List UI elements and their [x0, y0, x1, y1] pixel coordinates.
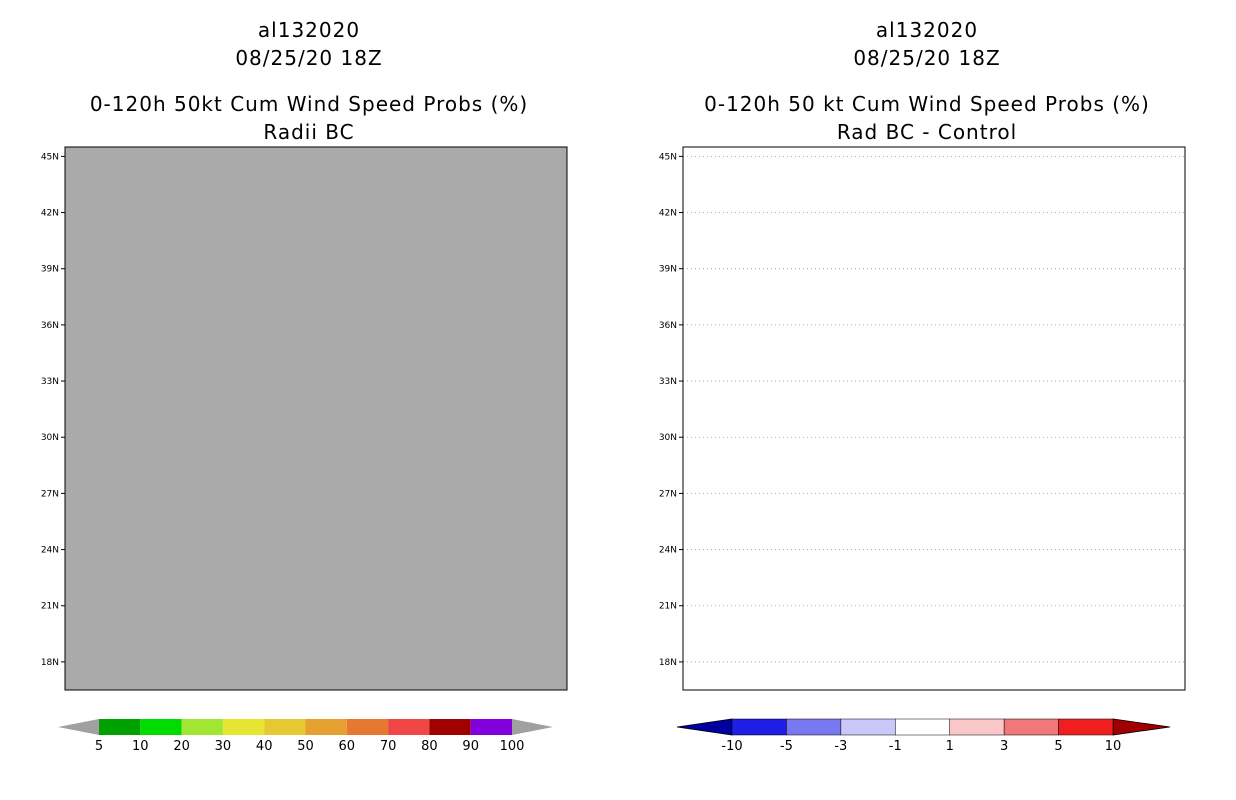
- colorbar-triangle-low: [58, 719, 99, 735]
- plot-title: 0-120h 50kt Cum Wind Speed Probs (%): [89, 92, 529, 116]
- colorbar-triangle-high: [1112, 718, 1171, 736]
- map-figure: 45N42N39N36N33N30N27N24N21N18N96W93W90W8…: [41, 146, 568, 754]
- colorbar-label: -10: [721, 739, 742, 754]
- colorbar: 5 10 20 30 40 50 60 70 80 90 100: [58, 719, 553, 754]
- lat-tick-label: 27N: [659, 489, 677, 499]
- plot-subtitle: Rad BC - Control: [836, 120, 1018, 144]
- lat-tick-label: 18N: [659, 658, 677, 668]
- lat-tick-label: 33N: [659, 377, 677, 387]
- datetime: 08/25/20 18Z: [235, 46, 383, 70]
- lat-tick-label: 45N: [41, 152, 59, 162]
- lat-tick-label: 39N: [659, 265, 677, 275]
- lat-tick-label: 24N: [41, 546, 59, 556]
- lat-tick-label: 36N: [659, 321, 677, 331]
- colorbar-label: -3: [834, 739, 847, 754]
- colorbar-swatch: [1003, 718, 1059, 736]
- storm-id: al132020: [257, 18, 361, 42]
- panel-rad-bc-control: al132020 08/25/20 18Z 0-120h 50 kt Cum W…: [618, 0, 1236, 800]
- colorbar-label: 10: [1105, 739, 1122, 754]
- colorbar-triangle-low: [676, 718, 733, 736]
- colorbar-swatch: [388, 719, 430, 735]
- colorbar-swatch: [264, 719, 306, 735]
- colorbar-swatch: [949, 718, 1005, 736]
- panel-radii-bc: al132020 08/25/20 18Z 0-120h 50kt Cum Wi…: [41, 18, 568, 754]
- colorbar-swatch: [1058, 718, 1114, 736]
- colorbar-label: 40: [256, 739, 273, 754]
- colorbar-swatch: [305, 719, 347, 735]
- lat-tick-label: 30N: [659, 433, 677, 443]
- map: 45N42N39N36N33N30N27N24N21N18N96W93W90W8…: [659, 146, 1186, 691]
- map-background: [683, 147, 1185, 690]
- lat-tick-label: 21N: [41, 602, 59, 612]
- lat-tick-label: 18N: [41, 658, 59, 668]
- lat-tick-label: 42N: [41, 209, 59, 219]
- lat-tick-label: 33N: [41, 377, 59, 387]
- colorbar-label: 70: [380, 739, 397, 754]
- map-frame: [682, 146, 1186, 691]
- colorbar-label: -5: [780, 739, 793, 754]
- map-frame: [64, 146, 568, 691]
- colorbar-label: 100: [500, 739, 525, 754]
- lat-tick-label: 36N: [41, 321, 59, 331]
- lat-tick-label: 21N: [659, 602, 677, 612]
- datetime: 08/25/20 18Z: [853, 46, 1001, 70]
- colorbar-swatch: [346, 719, 389, 735]
- colorbar-label: 30: [215, 739, 232, 754]
- lat-tick-label: 45N: [659, 152, 677, 162]
- colorbar-label: 1: [946, 739, 954, 754]
- colorbar: -10 -5 -3 -1 1 3 5 10: [676, 718, 1171, 754]
- colorbar-label: 10: [132, 739, 149, 754]
- map: 45N42N39N36N33N30N27N24N21N18N96W93W90W8…: [41, 146, 568, 691]
- colorbar-swatch: [840, 718, 896, 736]
- colorbar-label: 3: [1000, 739, 1008, 754]
- colorbar-triangle-high: [512, 719, 553, 735]
- colorbar-swatch: [99, 719, 141, 735]
- colorbar-label: 60: [339, 739, 356, 754]
- colorbar-swatch: [470, 719, 512, 735]
- colorbar-label: -1: [889, 739, 902, 754]
- lat-tick-label: 24N: [659, 546, 677, 556]
- colorbar-label: 80: [421, 739, 438, 754]
- colorbar-label: 90: [462, 739, 479, 754]
- lat-tick-label: 42N: [659, 209, 677, 219]
- colorbar-swatch: [786, 718, 842, 736]
- colorbar-label: 50: [297, 739, 314, 754]
- colorbar-swatch: [222, 719, 265, 735]
- map-background: [65, 147, 567, 690]
- colorbar-swatch: [429, 719, 471, 735]
- map-figure: 45N42N39N36N33N30N27N24N21N18N96W93W90W8…: [659, 146, 1186, 754]
- colorbar-label: 20: [173, 739, 190, 754]
- lat-tick-label: 27N: [41, 489, 59, 499]
- colorbar-swatch: [731, 718, 787, 736]
- lat-tick-label: 39N: [41, 265, 59, 275]
- storm-id: al132020: [875, 18, 979, 42]
- plot-subtitle: Radii BC: [263, 120, 355, 144]
- colorbar-swatch: [895, 718, 950, 736]
- lat-tick-label: 30N: [41, 433, 59, 443]
- colorbar-label: 5: [1054, 739, 1062, 754]
- plot-title: 0-120h 50 kt Cum Wind Speed Probs (%): [704, 92, 1150, 116]
- colorbar-swatch: [181, 719, 223, 735]
- colorbar-label: 5: [95, 739, 103, 754]
- colorbar-swatch: [140, 719, 182, 735]
